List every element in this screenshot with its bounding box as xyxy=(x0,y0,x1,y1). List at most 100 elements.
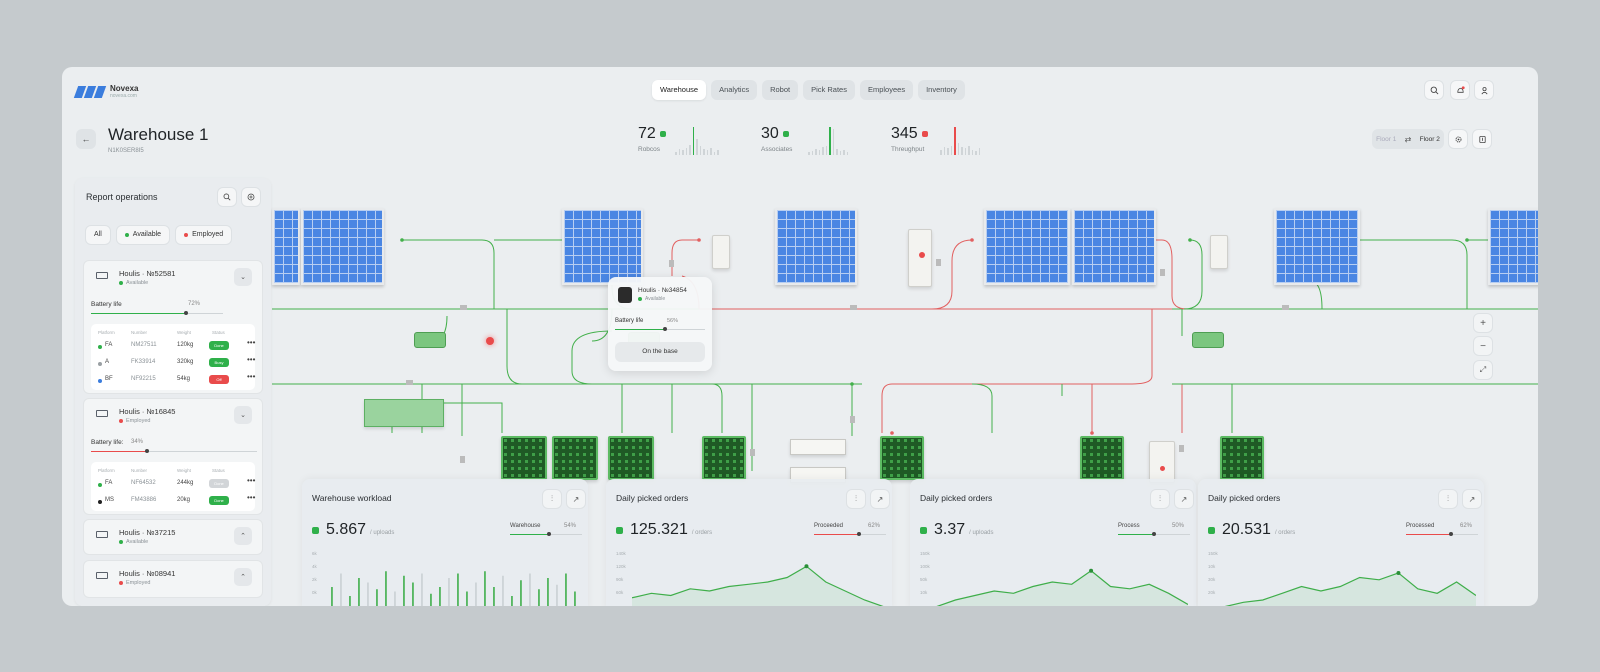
conveyor-rack[interactable] xyxy=(364,399,444,427)
export-button[interactable] xyxy=(1472,129,1492,149)
settings-button[interactable] xyxy=(1448,129,1468,149)
tab-inventory[interactable]: Inventory xyxy=(918,80,965,100)
zoom-in-button[interactable]: + xyxy=(1473,313,1493,333)
notifications-button[interactable] xyxy=(1450,80,1470,100)
tick-label: 30k xyxy=(1208,577,1216,582)
filter-all[interactable]: All xyxy=(85,225,111,245)
solar-panel[interactable] xyxy=(1274,208,1360,285)
expand-button[interactable]: ⌃ xyxy=(234,568,252,586)
battery-label: Battery life: xyxy=(91,439,124,446)
more-icon[interactable]: ••• xyxy=(247,338,256,347)
status-dot xyxy=(98,379,102,383)
storage-grid[interactable] xyxy=(1080,436,1124,480)
solar-panel[interactable] xyxy=(301,208,384,285)
search-button[interactable] xyxy=(1424,80,1444,100)
peak-point[interactable] xyxy=(1396,571,1401,575)
status-dot xyxy=(184,233,189,237)
more-icon[interactable]: ••• xyxy=(247,493,256,502)
floor-selected[interactable]: Floor 2 xyxy=(1419,135,1440,143)
chart-plot xyxy=(632,564,884,606)
tick-label: 150k xyxy=(920,551,930,556)
progress-fill xyxy=(1118,534,1154,535)
tick-label: 150k xyxy=(1208,551,1218,556)
tab-pick-rates[interactable]: Pick Rates xyxy=(803,80,855,100)
solar-panel[interactable] xyxy=(272,208,300,285)
solar-panel[interactable] xyxy=(1488,208,1538,285)
zoom-out-button[interactable]: − xyxy=(1473,336,1493,356)
more-icon[interactable]: ••• xyxy=(247,372,256,381)
bar xyxy=(385,571,387,606)
panel-search-button[interactable] xyxy=(217,187,237,207)
status-badge: Busy xyxy=(209,358,229,367)
tab-employees[interactable]: Employees xyxy=(859,80,914,100)
warehouse-map[interactable] xyxy=(272,171,1538,606)
tab-warehouse[interactable]: Warehouse xyxy=(652,80,707,100)
control-cabinet[interactable] xyxy=(1149,441,1175,483)
solar-panel[interactable] xyxy=(984,208,1070,285)
card-meta-pct: 54% xyxy=(564,523,577,529)
popup-robot-name: Houlis · №34854 xyxy=(638,287,687,294)
card-settings-button[interactable]: ⫶ xyxy=(542,489,562,509)
robot-thumbnail xyxy=(618,287,632,303)
floor-option[interactable]: Floor 1 xyxy=(1376,135,1397,143)
storage-grid[interactable] xyxy=(702,436,746,480)
spark-bar xyxy=(836,148,838,155)
peak-point[interactable] xyxy=(804,564,809,569)
robot-card[interactable]: Houlis · №52581 Available ⌄ Battery life… xyxy=(83,260,263,394)
peak-point[interactable] xyxy=(1089,568,1094,573)
charging-station[interactable] xyxy=(1192,332,1224,348)
expand-button[interactable]: ⌃ xyxy=(234,527,252,545)
solar-panel[interactable] xyxy=(1072,208,1156,285)
storage-grid[interactable] xyxy=(501,436,547,480)
brand-logo[interactable]: Novexa novexa.com xyxy=(73,84,138,99)
filter-available[interactable]: Available xyxy=(115,225,171,245)
control-cabinet[interactable] xyxy=(712,235,730,269)
bar xyxy=(511,596,513,606)
robot-card[interactable]: Houlis · №08941 Employed ⌃ xyxy=(83,560,263,598)
card-settings-button[interactable]: ⫶ xyxy=(846,489,866,509)
collapse-button[interactable]: ⌄ xyxy=(234,406,252,424)
storage-grid[interactable] xyxy=(552,436,598,480)
card-open-button[interactable]: ↗ xyxy=(566,489,586,509)
card-meta-bar xyxy=(814,532,886,536)
popup-status: Available xyxy=(638,296,665,302)
more-icon[interactable]: ••• xyxy=(247,355,256,364)
alert-marker[interactable] xyxy=(486,337,494,345)
solar-panel[interactable] xyxy=(562,208,643,285)
robot-popup[interactable]: Houlis · №34854 Available Battery life 5… xyxy=(608,277,712,371)
tab-robot[interactable]: Robot xyxy=(762,80,799,100)
card-settings-button[interactable]: ⫶ xyxy=(1150,489,1170,509)
more-icon[interactable]: ••• xyxy=(247,476,256,485)
charging-station[interactable] xyxy=(414,332,446,348)
panel-add-button[interactable] xyxy=(241,187,261,207)
robot-task-table: Platform Number Weight Status FA NF64532… xyxy=(91,462,255,511)
progress-knob xyxy=(1448,532,1453,536)
floor-switch[interactable]: Floor 1 ⇄ Floor 2 xyxy=(1372,129,1444,149)
robot-card[interactable]: Houlis · №16845 Employed ⌄ Battery life:… xyxy=(83,398,263,515)
filter-employed[interactable]: Employed xyxy=(175,225,233,245)
shelf-unit[interactable] xyxy=(790,439,846,455)
popup-battery-bar xyxy=(615,327,705,331)
tab-analytics[interactable]: Analytics xyxy=(711,80,758,100)
card-open-button[interactable]: ↗ xyxy=(1174,489,1194,509)
storage-grid[interactable] xyxy=(880,436,924,480)
back-button[interactable]: ← xyxy=(76,129,96,149)
bar xyxy=(403,575,405,606)
storage-grid[interactable] xyxy=(608,436,654,480)
card-open-button[interactable]: ↗ xyxy=(870,489,890,509)
on-base-button[interactable]: On the base xyxy=(615,342,705,362)
collapse-button[interactable]: ⌄ xyxy=(234,268,252,286)
storage-grid[interactable] xyxy=(1220,436,1264,480)
battery-knob xyxy=(184,311,189,315)
bar xyxy=(331,587,333,606)
profile-button[interactable] xyxy=(1474,80,1494,100)
fit-view-button[interactable]: ⤢ xyxy=(1473,360,1493,380)
control-cabinet[interactable] xyxy=(908,229,932,287)
card-open-button[interactable]: ↗ xyxy=(1462,489,1482,509)
control-cabinet[interactable] xyxy=(1210,235,1228,269)
solar-panel[interactable] xyxy=(775,208,857,285)
battery-pct: 34% xyxy=(131,439,144,445)
robot-card[interactable]: Houlis · №37215 Available ⌃ xyxy=(83,519,263,555)
status-badge: Off xyxy=(209,375,229,384)
card-settings-button[interactable]: ⫶ xyxy=(1438,489,1458,509)
